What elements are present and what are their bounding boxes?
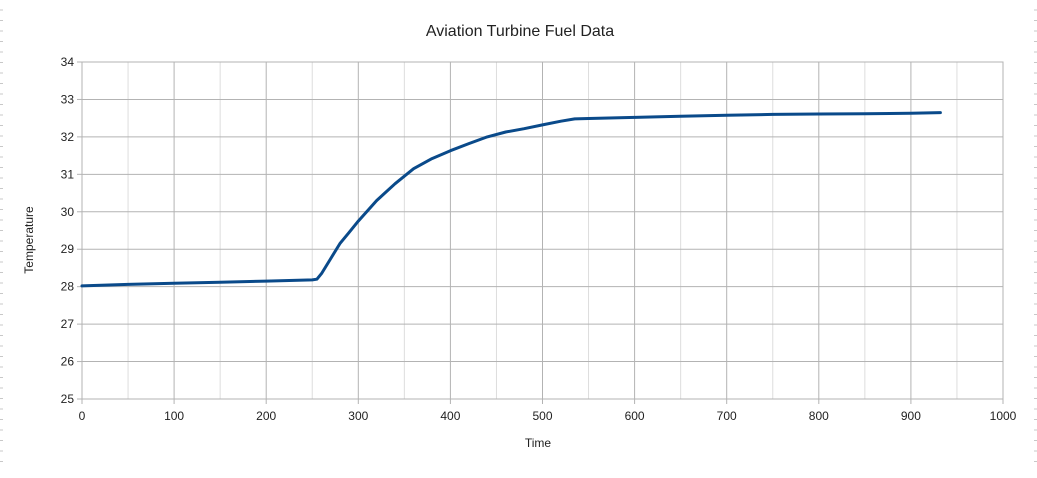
y-tick-label: 30 <box>61 205 75 219</box>
temperature-series-line <box>80 111 942 288</box>
x-tick-label: 900 <box>901 409 921 423</box>
y-axis-label: Temperature <box>22 206 36 274</box>
x-tick-label: 100 <box>164 409 184 423</box>
y-tick-label: 28 <box>61 280 75 294</box>
x-tick-label: 300 <box>348 409 368 423</box>
x-tick-label: 0 <box>79 409 86 423</box>
y-tick-label: 29 <box>61 242 75 256</box>
x-tick-label: 700 <box>717 409 737 423</box>
y-tick-label: 33 <box>61 92 75 106</box>
chart-title: Aviation Turbine Fuel Data <box>426 23 614 40</box>
x-axis-ticks: 0 100 200 300 400 500 600 700 800 900 1000 <box>79 399 1017 423</box>
y-tick-label: 25 <box>61 392 75 406</box>
page-edge-ticks <box>0 9 1037 462</box>
minor-gridlines <box>127 62 958 399</box>
y-tick-label: 31 <box>61 167 75 181</box>
y-tick-label: 26 <box>61 355 75 369</box>
x-tick-label: 200 <box>256 409 276 423</box>
x-tick-label: 500 <box>532 409 552 423</box>
y-tick-label: 27 <box>61 317 75 331</box>
y-tick-label: 32 <box>61 130 75 144</box>
x-tick-label: 600 <box>625 409 645 423</box>
y-tick-label: 34 <box>61 55 75 69</box>
x-tick-label: 1000 <box>990 409 1017 423</box>
x-axis-label: Time <box>525 436 552 450</box>
series-layer <box>80 111 942 288</box>
x-tick-label: 800 <box>809 409 829 423</box>
y-axis-ticks: 25 26 27 28 29 30 31 32 33 34 <box>61 55 82 406</box>
x-tick-label: 400 <box>440 409 460 423</box>
